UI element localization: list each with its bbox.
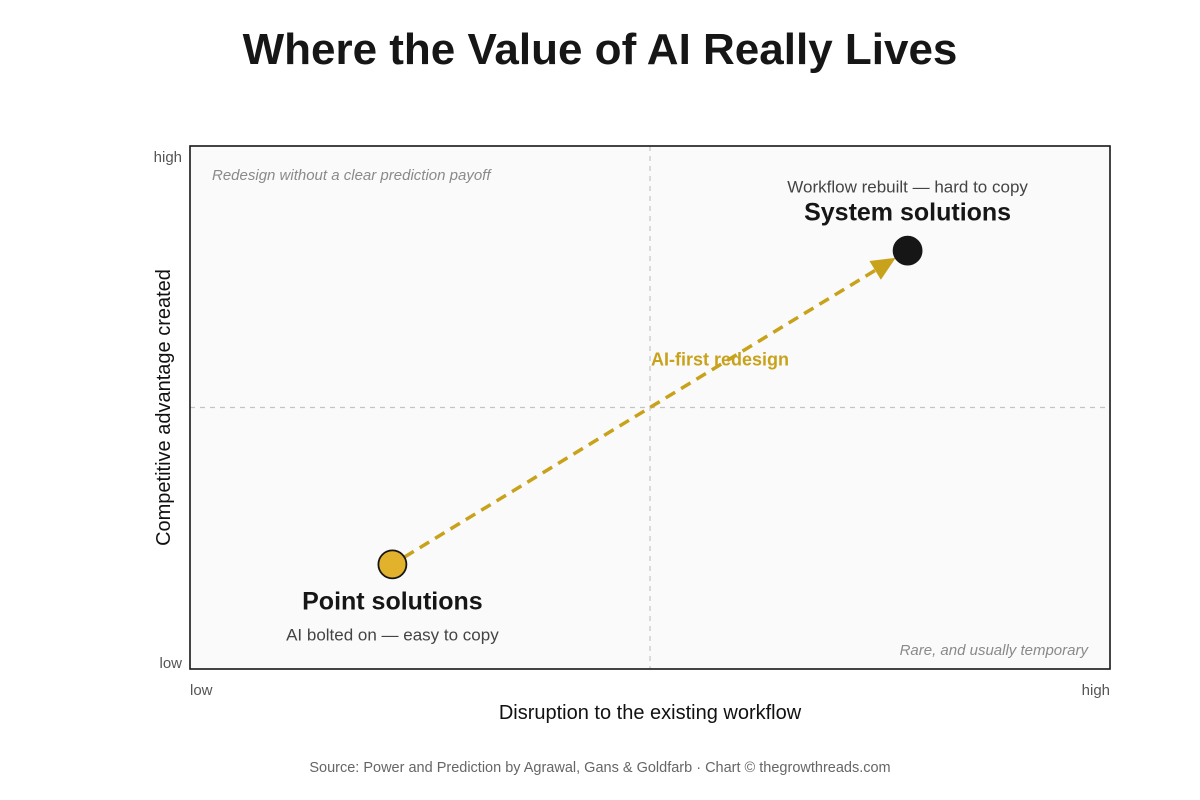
point-marker [377,549,408,580]
point-marker [892,235,923,266]
plot-frame [189,145,1111,670]
point-sublabel: AI bolted on — easy to copy [286,625,499,644]
point-label: Point solutions [302,587,483,615]
arrow: AI-first redesign [403,257,896,559]
x-tick-high: high [1082,682,1110,699]
arrow-head [869,257,896,280]
y-tick-low: low [159,655,182,672]
x-tick-low: low [190,682,213,699]
points: Point solutions AI bolted on — easy to co… [286,178,1028,645]
quadrant-note-bottom-right: Rare, and usually temporary [900,642,1090,659]
source-note: Source: Power and Prediction by Agrawal,… [309,760,890,776]
point-label: System solutions [804,199,1011,227]
quadrant-note-top-left: Redesign without a clear prediction payo… [212,167,492,184]
chart-title: Where the Value of AI Really Lives [243,25,958,74]
y-axis-label: Competitive advantage created [153,269,175,546]
arrow-label: AI-first redesign [651,350,789,370]
plot-area: AI-first redesign Point solutions AI bolt… [189,145,1111,670]
point-sublabel: Workflow rebuilt — hard to copy [787,178,1028,197]
x-axis-label: Disruption to the existing workflow [499,702,802,724]
y-tick-high: high [154,149,182,166]
arrow-line [403,268,877,559]
